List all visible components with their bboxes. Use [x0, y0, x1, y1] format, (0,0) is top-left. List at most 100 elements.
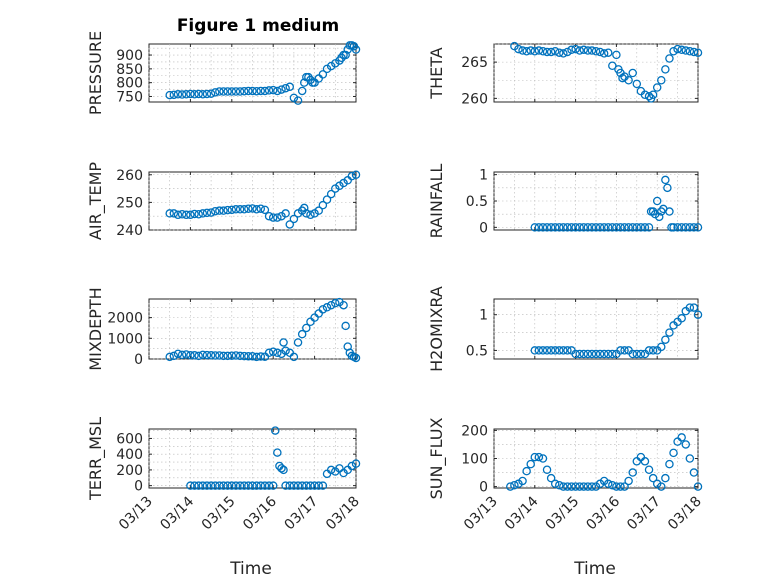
data-point [190, 90, 199, 99]
data-point [198, 209, 208, 218]
data-point [297, 86, 307, 96]
data-point [198, 90, 208, 99]
data-point [677, 433, 686, 442]
data-point [693, 48, 703, 57]
data-point [331, 298, 340, 308]
data-point [603, 479, 613, 489]
x-tick-label: 03/16 [583, 493, 623, 533]
data-point [665, 207, 674, 216]
data-point [173, 210, 183, 220]
x-tick-label: 03/18 [323, 494, 363, 534]
data-point [273, 448, 282, 457]
data-point [546, 223, 556, 232]
data-point [202, 208, 212, 218]
data-points [165, 170, 361, 229]
data-point [628, 223, 637, 232]
data-point [173, 90, 183, 99]
data-point [620, 346, 629, 355]
data-point [685, 223, 695, 232]
data-point [215, 87, 224, 96]
subplot-rainfall: 0 0.5 1 RAINFALL [427, 164, 703, 239]
data-point [302, 209, 311, 218]
y-axis-label-h2omixra: H2OMIXRA [427, 286, 446, 372]
data-point [252, 481, 261, 490]
data-point [575, 223, 584, 232]
data-point [202, 350, 212, 360]
data-point [351, 459, 361, 468]
data-point [279, 338, 288, 347]
data-point [256, 481, 266, 490]
y-tick-label: 1 [479, 308, 488, 324]
data-point [177, 90, 187, 99]
data-point [264, 211, 274, 221]
x-tick-label: 03/13 [461, 494, 501, 534]
data-point [244, 352, 253, 361]
data-point [591, 47, 601, 56]
data-point [657, 342, 666, 352]
data-point [268, 481, 278, 490]
data-point [632, 223, 642, 232]
data-point [293, 96, 303, 105]
data-point [663, 183, 672, 193]
y-tick-label: 2000 [107, 311, 143, 327]
data-point [538, 223, 548, 232]
y-axis-label-terr-msl: TERR_MSL [86, 417, 106, 501]
data-point [628, 349, 637, 359]
data-point [550, 47, 560, 56]
data-point [277, 85, 286, 94]
data-point [306, 210, 315, 220]
data-point [620, 223, 629, 232]
data-point [595, 349, 605, 359]
data-point [522, 47, 531, 56]
data-point [644, 465, 654, 474]
data-point [689, 223, 699, 232]
data-point [289, 352, 299, 362]
data-point [194, 481, 203, 490]
data-point [297, 329, 307, 339]
data-point [579, 482, 589, 491]
data-point [661, 473, 670, 483]
data-point [563, 346, 572, 355]
data-point [289, 214, 299, 224]
x-tick-label: 03/18 [665, 494, 705, 534]
x-tick-label: 03/15 [543, 494, 583, 534]
data-point [624, 223, 633, 232]
data-point [616, 223, 625, 232]
data-point [318, 305, 328, 314]
data-point [351, 170, 361, 180]
y-tick-label: 0.5 [466, 194, 488, 210]
data-point [567, 223, 576, 232]
data-point [522, 466, 531, 476]
y-tick-label: 260 [116, 168, 143, 184]
y-axis-label-rainfall: RAINFALL [427, 164, 446, 239]
data-point [223, 205, 232, 215]
data-point [546, 473, 556, 483]
data-point [567, 482, 576, 491]
data-point [244, 481, 253, 490]
data-point [318, 481, 328, 490]
data-point [652, 196, 662, 206]
data-point [681, 223, 691, 232]
data-point [231, 87, 241, 96]
data-point [239, 86, 249, 96]
x-tick-label: 03/14 [157, 493, 197, 533]
data-point [227, 87, 237, 96]
data-point [546, 47, 556, 57]
data-points [506, 433, 703, 491]
data-point [347, 461, 357, 471]
data-point [599, 49, 609, 58]
data-points [530, 303, 703, 359]
y-tick-label: 260 [461, 91, 488, 107]
data-point [206, 351, 216, 360]
y-tick-label: 1 [479, 168, 488, 184]
data-point [302, 481, 311, 490]
data-point [657, 207, 666, 216]
data-point [239, 481, 249, 490]
data-point [223, 351, 232, 361]
data-point [235, 481, 245, 490]
data-point [608, 349, 617, 359]
x-axis-label-left: Time [229, 559, 272, 579]
data-points [510, 41, 703, 103]
data-point [640, 457, 650, 466]
